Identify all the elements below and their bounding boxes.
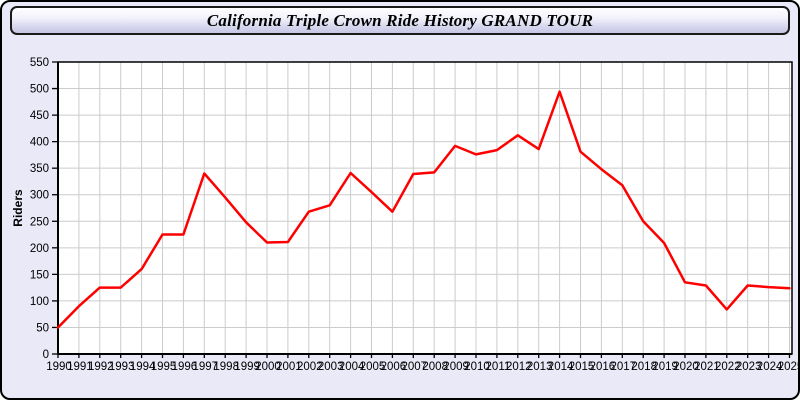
title-bar: California Triple Crown Ride History GRA… [10,6,790,35]
x-axis-tick-label: 1990 [46,361,72,373]
x-axis-tick-label: 2004 [339,361,365,373]
x-axis-tick-label: 1997 [193,361,219,373]
x-axis-tick-label: 2022 [715,361,741,373]
x-axis-tick-label: 1998 [213,361,239,373]
x-axis-tick-label: 2010 [464,361,490,373]
x-axis-tick-label: 2019 [652,361,678,373]
x-axis-tick-label: 1992 [88,361,114,373]
y-axis-tick-label: 500 [30,84,49,96]
x-axis-tick-label: 1999 [234,361,260,373]
x-axis-tick-label: 1991 [67,361,93,373]
plot-area [58,62,792,354]
x-axis-tick-label: 2002 [297,361,323,373]
x-axis-tick-label: 2006 [381,361,407,373]
x-axis-tick-label: 1994 [130,361,156,373]
y-axis-tick-label: 300 [30,190,49,202]
y-axis-tick-label: 400 [30,137,49,149]
x-axis-tick-label: 2007 [402,361,428,373]
chart-title: California Triple Crown Ride History GRA… [206,10,594,30]
x-axis-tick-label: 1995 [151,361,177,373]
y-axis-tick-label: 0 [43,349,49,361]
y-axis-tick-label: 200 [30,243,49,255]
data-line-riders [56,90,791,329]
x-axis-tick-label: 2012 [506,361,532,373]
x-axis-tick-label: 2024 [757,361,783,373]
x-axis-tick-label: 2016 [590,361,616,373]
y-axis-tick-label: 100 [30,296,49,308]
y-axis-tick-label: 450 [30,110,49,122]
x-axis-tick-label: 2020 [673,361,699,373]
x-axis-tick-label: 2013 [527,361,553,373]
y-axis-title: Riders [11,189,25,227]
x-axis-tick-label: 2023 [736,361,762,373]
x-axis-tick-label: 2008 [422,361,448,373]
x-axis-tick-label: 2017 [611,361,637,373]
x-axis-tick-label: 2025 [778,361,798,373]
x-axis-tick-label: 1996 [172,361,198,373]
y-axis-tick-label: 150 [30,269,49,281]
x-axis-tick-label: 2003 [318,361,344,373]
x-axis-tick-label: 2005 [360,361,386,373]
x-axis-tick-label: 1993 [109,361,135,373]
x-axis-tick-label: 2015 [569,361,595,373]
y-axis-tick-label: 350 [30,163,49,175]
y-axis-tick-label: 550 [30,57,49,69]
y-axis-tick-label: 50 [36,322,49,334]
x-axis-tick-label: 2000 [255,361,281,373]
x-axis-tick-label: 2014 [548,361,574,373]
y-axis-tick-label: 250 [30,216,49,228]
x-axis-tick-label: 2011 [486,361,511,373]
x-axis-tick-label: 2001 [276,361,302,373]
x-axis-tick-label: 2009 [443,361,469,373]
x-axis-tick-label: 2021 [694,361,720,373]
x-axis-tick-label: 2018 [631,361,657,373]
